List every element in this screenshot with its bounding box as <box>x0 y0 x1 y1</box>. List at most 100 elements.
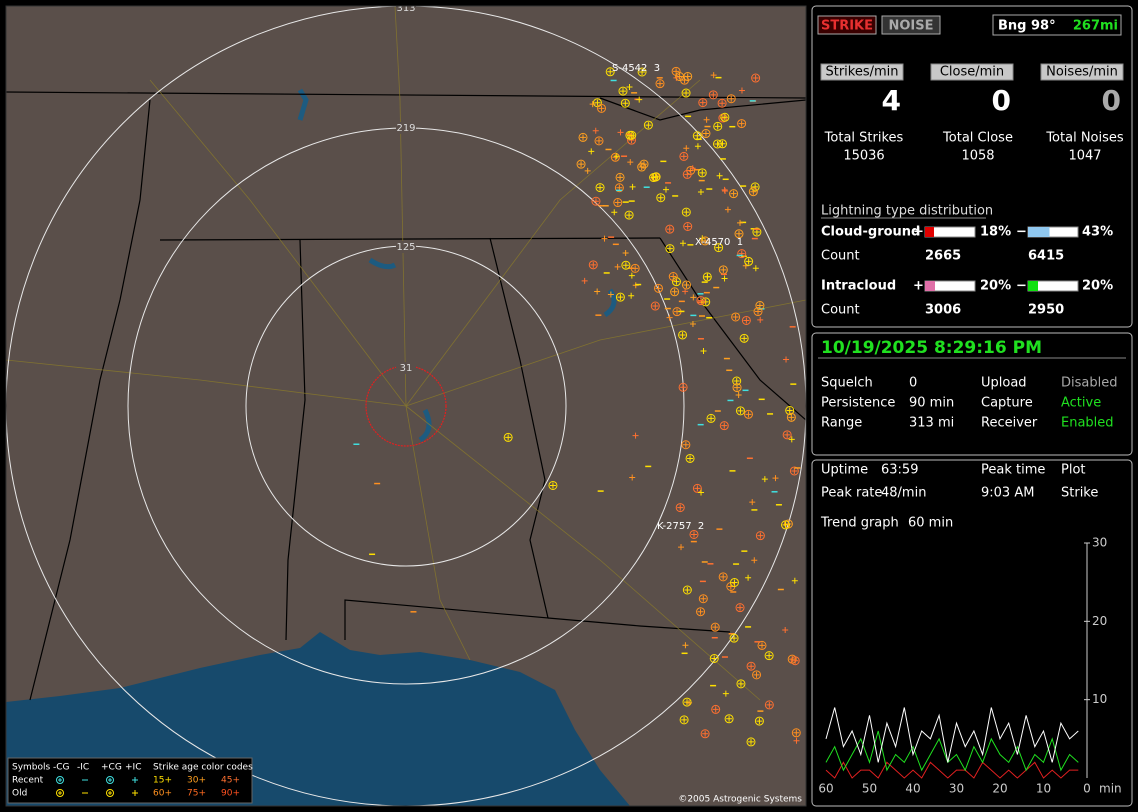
strike-symbol <box>639 159 649 169</box>
setting: 90 min <box>909 396 954 411</box>
setting: Disabled <box>1061 376 1117 391</box>
strike-symbol <box>615 292 625 302</box>
strike-symbol <box>733 378 740 385</box>
strike-symbol <box>701 129 711 139</box>
strike-symbol <box>756 718 763 725</box>
strike-symbol <box>627 159 634 166</box>
strike-symbol <box>741 315 751 325</box>
strike-symbol <box>671 288 678 295</box>
strike-symbol <box>753 229 760 236</box>
strike-symbol <box>614 263 621 270</box>
strike-symbol <box>681 88 691 98</box>
strike-symbol <box>732 383 742 393</box>
strike-symbol <box>757 316 764 323</box>
percent-bar <box>925 227 934 237</box>
strike-symbol <box>720 573 727 580</box>
bearing: Bng 98° <box>998 19 1056 34</box>
legend-symbol <box>106 776 114 784</box>
strike-symbol <box>782 626 789 633</box>
strike-symbol <box>731 312 741 322</box>
strike-symbol <box>721 114 728 121</box>
strike-symbol <box>662 186 669 193</box>
strike-symbol <box>698 489 705 496</box>
noise-button[interactable] <box>881 15 941 35</box>
strike-symbol <box>680 384 687 391</box>
rate-label: Strikes/min <box>825 65 898 80</box>
strike-symbol <box>645 122 652 129</box>
setting: Enabled <box>1061 416 1114 431</box>
rate-header <box>1040 63 1124 81</box>
strike-symbol <box>698 594 708 604</box>
strike-symbol <box>676 73 683 80</box>
strike-symbol <box>729 633 739 643</box>
strike-symbol <box>721 422 728 429</box>
total-value: 1058 <box>961 149 994 164</box>
legend-symbol <box>132 790 138 796</box>
strike-symbol <box>761 476 768 483</box>
strike-symbol <box>696 296 706 306</box>
strike-symbol <box>712 706 719 713</box>
strike-symbol <box>791 577 798 584</box>
strike-symbol <box>597 103 607 113</box>
strike-symbol <box>588 260 598 270</box>
strike-button[interactable] <box>817 15 877 35</box>
strike-symbol <box>610 152 620 162</box>
strike-symbol <box>683 209 690 216</box>
strike-symbol <box>685 453 695 463</box>
strike-symbol <box>729 577 739 587</box>
strike-symbol <box>628 292 635 299</box>
strike-symbol <box>638 164 645 171</box>
strike-symbol <box>682 169 692 179</box>
strike-symbol <box>737 407 744 414</box>
strike-symbol <box>650 301 660 311</box>
station-label: X-4570 1 <box>695 237 743 248</box>
strike-symbol <box>622 262 629 269</box>
strike-symbol <box>629 183 636 190</box>
strike-symbol <box>729 189 739 199</box>
rate-value: 4 <box>882 84 901 117</box>
strike-symbol <box>689 165 696 172</box>
stat: Strike <box>1061 486 1098 501</box>
strike-symbol <box>721 275 728 282</box>
strike-symbol <box>772 475 779 482</box>
legend-age-title: Strike age color codes <box>153 763 253 773</box>
strike-symbol <box>699 99 706 106</box>
x-tick-label: 60 <box>818 782 833 796</box>
strike-symbol <box>637 162 647 172</box>
stat: Plot <box>1061 463 1086 478</box>
strike-symbol <box>703 116 710 123</box>
strike-symbol <box>743 317 750 324</box>
strike-symbol <box>716 172 723 179</box>
noise-button-label[interactable]: NOISE <box>888 19 933 34</box>
strike-symbol <box>622 250 629 257</box>
strike-symbol <box>620 98 630 108</box>
strike-symbol <box>728 95 735 102</box>
strike-symbol <box>643 120 653 130</box>
strike-symbol <box>738 120 745 127</box>
strike-symbol <box>653 283 663 293</box>
strike-symbol <box>697 297 704 304</box>
strike-symbol <box>752 183 759 190</box>
strike-symbol <box>682 585 692 595</box>
strike-symbol <box>617 294 624 301</box>
strike-symbol <box>681 440 691 450</box>
strike-symbol <box>782 430 792 440</box>
percent: 43% <box>1082 225 1113 240</box>
legend-row-label: Old <box>12 789 27 799</box>
strike-symbol <box>626 132 633 139</box>
total-label: Total Close <box>942 131 1013 146</box>
strike-symbol <box>694 143 701 150</box>
legend-symbol <box>106 789 114 797</box>
strike-symbol <box>757 532 764 539</box>
strike-symbol <box>622 100 629 107</box>
strike-symbol <box>710 91 717 98</box>
setting: 0 <box>909 376 917 391</box>
legend-column: -IC <box>77 763 89 773</box>
strike-symbol <box>704 273 711 280</box>
ring-label: 313 <box>396 3 415 14</box>
strike-symbol <box>699 169 706 176</box>
strike-symbol <box>749 499 756 506</box>
strike-symbol <box>689 529 699 539</box>
strike-button-label[interactable]: STRIKE <box>821 19 873 34</box>
